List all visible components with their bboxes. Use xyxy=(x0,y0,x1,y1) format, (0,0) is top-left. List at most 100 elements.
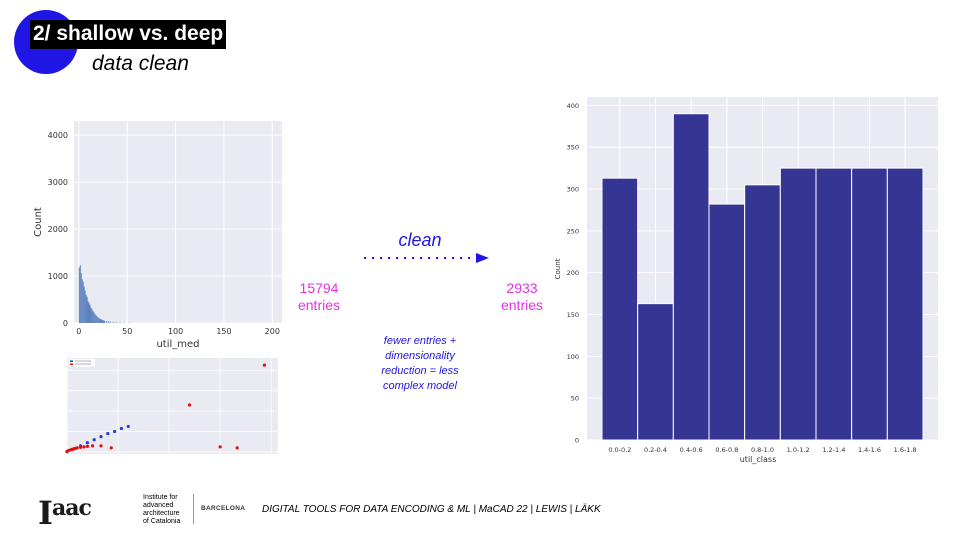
bar xyxy=(851,167,888,441)
hist-bar xyxy=(97,316,99,323)
scatter-point xyxy=(218,445,222,449)
note-line: complex model xyxy=(383,380,457,392)
legend-swatch-red xyxy=(70,363,73,365)
bar xyxy=(779,167,817,441)
hist-x-tick: 0 xyxy=(76,327,81,336)
hist-x-label: util_med xyxy=(156,339,199,350)
bar-y-tick: 200 xyxy=(567,269,579,277)
right-entry-count: 2933 entries xyxy=(496,280,548,314)
scatter-point xyxy=(79,445,83,449)
hist-bar xyxy=(92,310,94,323)
hist-bar xyxy=(83,286,85,323)
bar-x-tick: 1.0-1.2 xyxy=(787,446,810,454)
raw-histogram-chart: 0 1000 2000 3000 4000 0 50 100 150 200 util_med C… xyxy=(33,121,282,350)
bar xyxy=(601,177,639,441)
bar-y-tick: 50 xyxy=(571,395,579,403)
scatter-point xyxy=(235,446,239,450)
scatter-point xyxy=(109,446,113,450)
hist-bar xyxy=(107,321,109,323)
bar xyxy=(815,167,853,441)
bar xyxy=(708,203,746,441)
iaac-logo-mark: Iaac xyxy=(38,494,92,532)
hist-bar xyxy=(119,322,121,323)
note-line: reduction = less xyxy=(381,365,459,377)
bar-y-label: Count xyxy=(554,258,562,279)
hist-bar xyxy=(96,315,98,323)
slide-title: 2/ shallow vs. deep xyxy=(30,20,227,49)
scatter-point xyxy=(82,445,86,449)
hist-bar xyxy=(85,294,87,323)
hist-bar xyxy=(101,319,103,323)
scatter-point xyxy=(119,426,124,431)
arrow-head xyxy=(476,253,489,263)
scatter-point xyxy=(106,431,110,436)
hist-bar xyxy=(93,312,95,323)
hist-bar xyxy=(84,290,86,323)
note-line: dimensionality xyxy=(385,350,455,362)
scatter-point xyxy=(187,403,192,407)
hist-bar xyxy=(78,267,80,323)
bar-x-tick: 0.2-0.4 xyxy=(644,446,667,454)
hist-bar xyxy=(103,320,104,323)
hist-y-tick: 2000 xyxy=(48,225,68,234)
hist-bar xyxy=(86,296,88,323)
scatter-point xyxy=(113,429,117,434)
hist-bar xyxy=(94,313,96,323)
scatter-point xyxy=(85,441,90,445)
bar xyxy=(672,113,710,441)
bar-y-tick: 0 xyxy=(575,437,579,445)
hist-y-tick: 3000 xyxy=(48,178,68,187)
left-entry-count: 15794 entries xyxy=(290,280,348,314)
bar xyxy=(637,303,674,441)
iaac-logo-city: BARCELONA xyxy=(201,505,246,512)
bar-x-tick: 0.8-1.0 xyxy=(751,446,774,454)
hist-bar xyxy=(102,319,104,323)
hist-bar xyxy=(115,322,117,323)
hist-bar xyxy=(80,273,82,323)
hist-bar xyxy=(95,315,97,323)
dotted-arrow xyxy=(364,253,489,263)
bar-y-tick: 350 xyxy=(567,144,579,152)
scatter-plot-area xyxy=(67,358,278,454)
hist-bar xyxy=(88,302,90,323)
hist-bar xyxy=(100,319,102,323)
bar-x-tick: 1.2-1.4 xyxy=(822,446,845,454)
hist-bar xyxy=(89,304,91,323)
bar-x-label: util_class xyxy=(740,455,777,464)
scatter-point xyxy=(75,446,79,450)
logo-divider xyxy=(193,494,194,524)
slide-subtitle: data clean xyxy=(92,52,189,75)
class-count-chart: 0 50 100 150 200 250 300 350 400 0.0-0.2 0.2-0.4 0.… xyxy=(554,97,938,464)
scatter-point xyxy=(126,424,130,429)
scatter-point xyxy=(262,363,266,367)
right-count-value: 2933 xyxy=(506,280,538,296)
iaac-logo-institute: Institute for advanced architecture of C… xyxy=(143,494,181,525)
bar-x-tick: 0.4-0.6 xyxy=(680,446,703,454)
bar-x-tick: 1.6-1.8 xyxy=(894,446,917,454)
hist-x-tick: 50 xyxy=(122,327,132,336)
hist-y-tick: 0 xyxy=(63,319,68,328)
hist-y-label: Count xyxy=(33,207,44,237)
hist-bar xyxy=(98,317,100,323)
hist-bar xyxy=(103,320,105,323)
scatter-point xyxy=(85,444,90,448)
bar-x-tick: 0.6-0.8 xyxy=(715,446,738,454)
hist-bar xyxy=(112,321,114,323)
hist-bar xyxy=(99,318,101,323)
hist-bar xyxy=(82,281,84,323)
hist-y-tick: 1000 xyxy=(48,272,68,281)
bar-y-tick: 300 xyxy=(567,186,579,194)
bar-x-tick: 0.0-0.2 xyxy=(608,446,631,454)
scatter-point xyxy=(99,435,103,439)
hist-y-tick: 4000 xyxy=(48,131,68,140)
hist-bar xyxy=(87,300,89,323)
bar xyxy=(886,167,924,441)
bar xyxy=(744,184,781,441)
scatter-point xyxy=(99,444,103,448)
bar-y-tick: 250 xyxy=(567,227,579,235)
scatter-legend xyxy=(69,359,95,367)
bar-y-tick: 150 xyxy=(567,311,579,319)
hist-bar xyxy=(79,265,81,323)
legend-swatch-blue xyxy=(70,360,73,362)
hist-x-tick: 200 xyxy=(265,327,280,336)
